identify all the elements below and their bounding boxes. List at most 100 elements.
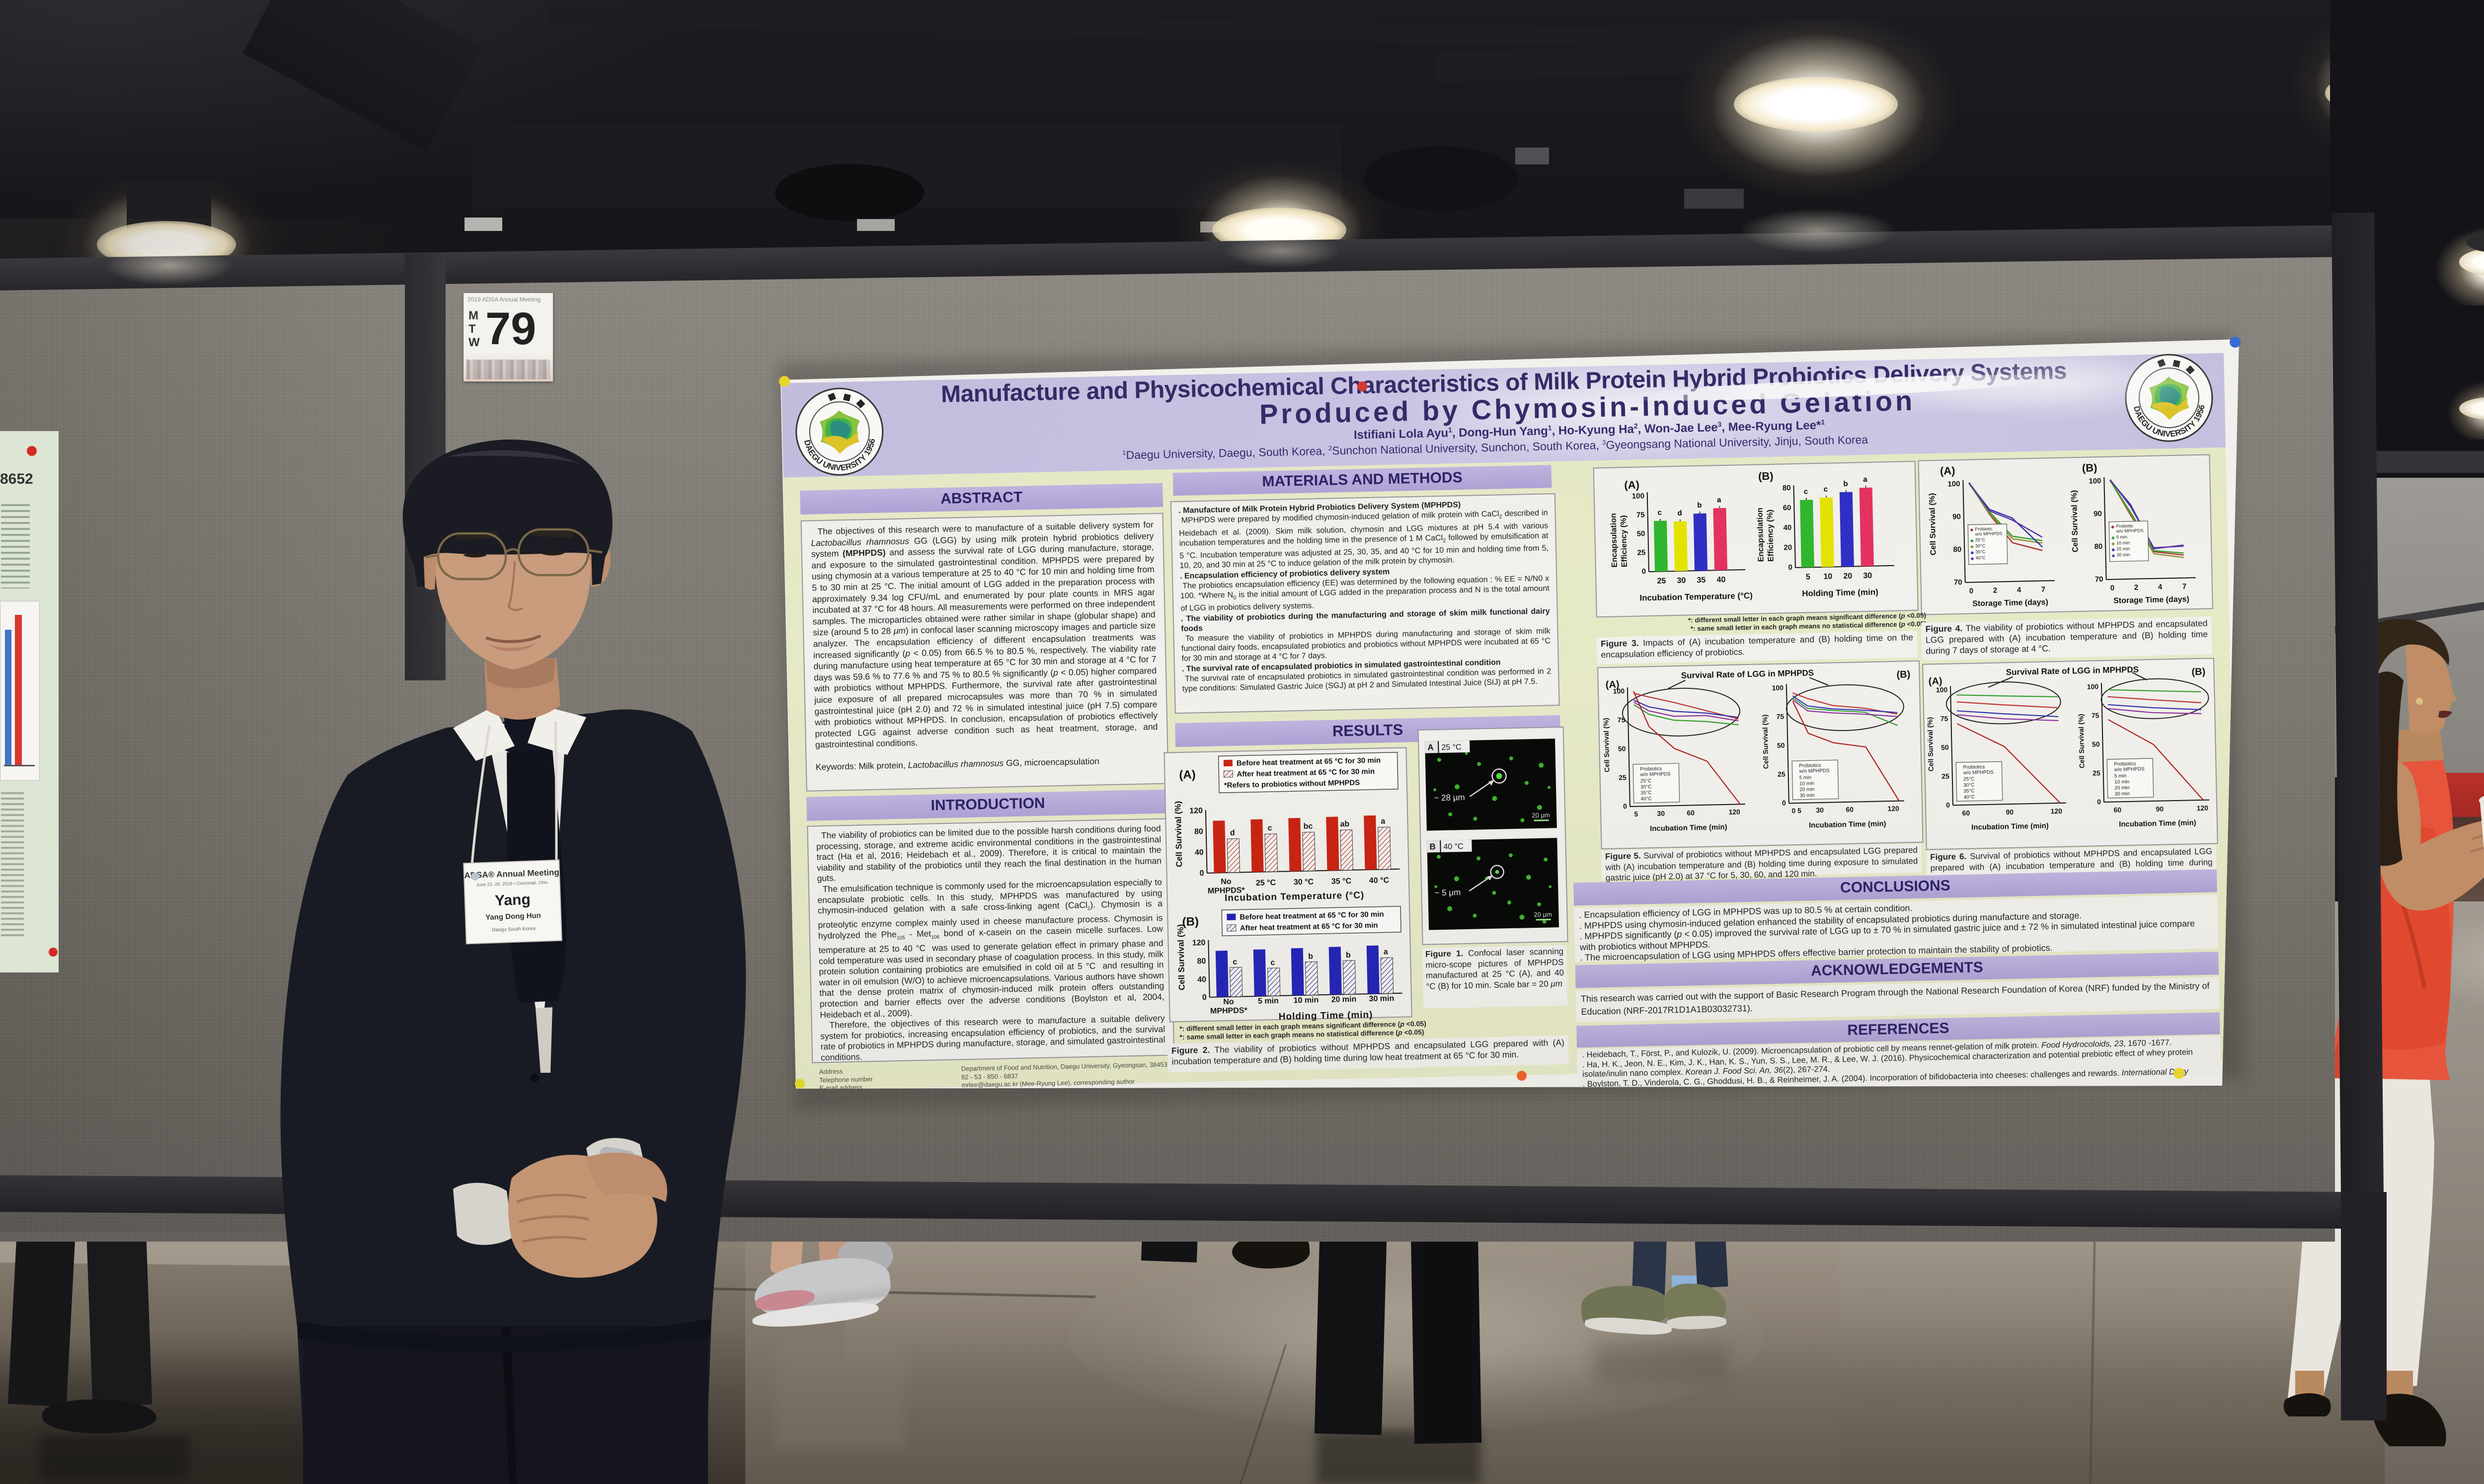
svg-text:◆: ◆ [2111,547,2115,552]
svg-text:(B): (B) [1182,915,1199,929]
svg-text:Cell Survival (%): Cell Survival (%) [1173,801,1184,868]
svg-text:20 μm: 20 μm [1532,811,1550,819]
svg-text:Incubation Time (min): Incubation Time (min) [1971,821,2049,831]
svg-text:0: 0 [1199,869,1204,878]
svg-text:No: No [1221,878,1232,886]
svg-text:25: 25 [2093,769,2100,777]
svg-text:30: 30 [1863,572,1872,580]
svg-text:MPHPDS*: MPHPDS* [1210,1006,1248,1016]
svg-text:Probiotics: Probiotics [2114,761,2136,767]
svg-text:4: 4 [2158,583,2163,591]
svg-text:10 min: 10 min [1293,996,1319,1005]
svg-text:30 min: 30 min [1799,793,1814,799]
svg-text:Storage Time (days): Storage Time (days) [1972,598,2048,608]
svg-text:90: 90 [2156,805,2164,813]
svg-text:25: 25 [1778,770,1785,778]
svg-text:40: 40 [1195,848,1204,857]
svg-text:Encapsulation: Encapsulation [1610,513,1619,568]
svg-text:0 5: 0 5 [1791,807,1801,815]
svg-text:Efficiency (%): Efficiency (%) [1620,515,1629,567]
svg-text:w/o MPHPDS: w/o MPHPDS [2115,528,2143,533]
svg-text:Incubation Time (min): Incubation Time (min) [1650,823,1727,833]
svg-text:(A): (A) [1179,768,1196,782]
svg-text:◆: ◆ [2111,524,2114,529]
svg-text:c: c [1233,958,1237,966]
svg-text:Yang Dong Hun: Yang Dong Hun [485,911,541,922]
svg-text:75: 75 [1776,712,1784,720]
svg-text:7: 7 [2041,585,2046,594]
svg-text:60: 60 [1962,809,1970,817]
svg-text:20 min: 20 min [1799,787,1814,793]
svg-text:(A): (A) [1929,676,1942,687]
svg-text:a: a [1863,475,1867,484]
svg-text:Incubation Time (min): Incubation Time (min) [1809,819,1886,829]
svg-text:20 min: 20 min [2114,785,2129,791]
svg-text:◆: ◆ [2111,553,2115,558]
svg-text:w/o MPHPDS: w/o MPHPDS [1974,531,2002,536]
svg-text:80: 80 [1194,827,1203,836]
svg-text:◆: ◆ [1970,527,1973,532]
svg-text:Probiotic: Probiotic [1975,526,1993,532]
svg-text:Before heat treatment at 65 °C: Before heat treatment at 65 °C for 30 mi… [1237,756,1381,768]
svg-text:90: 90 [1952,513,1961,521]
svg-text:20: 20 [1784,543,1792,552]
svg-text:100: 100 [2089,477,2101,486]
svg-text:7: 7 [2182,582,2187,591]
svg-text:w/o MPHPDS: w/o MPHPDS [1963,770,1994,776]
svg-text:5 min: 5 min [2114,773,2127,779]
svg-text:50: 50 [2092,740,2100,748]
svg-text:Cell Survival (%): Cell Survival (%) [1602,718,1611,772]
svg-text:5 min: 5 min [1258,997,1279,1006]
svg-text:Probiotics: Probiotics [1799,763,1821,769]
svg-text:◆: ◆ [2111,541,2115,546]
svg-text:Probiotic: Probiotic [2116,523,2134,529]
svg-text:60: 60 [2113,806,2121,814]
svg-text:Encapsulation: Encapsulation [1756,508,1765,562]
svg-text:25°C: 25°C [1975,537,1986,542]
svg-text:Holding Time (min): Holding Time (min) [1802,587,1878,598]
svg-text:Incubation Time (min): Incubation Time (min) [2119,818,2196,828]
svg-text:75: 75 [1618,716,1626,724]
svg-text:100: 100 [1947,480,1960,489]
svg-text:(B): (B) [1758,470,1774,483]
svg-text:40 °C: 40 °C [1369,876,1390,885]
svg-text:30°C: 30°C [1975,543,1986,548]
svg-text:70: 70 [2095,575,2103,584]
svg-text:Probiotics: Probiotics [1963,764,1985,770]
svg-text:50: 50 [1777,741,1785,749]
svg-text:d: d [1230,829,1235,837]
svg-text:c: c [1657,509,1662,517]
svg-text:Cell Survival (%): Cell Survival (%) [1761,714,1770,769]
svg-text:◆: ◆ [1970,550,1974,555]
svg-text:25: 25 [1637,548,1645,557]
svg-text:100: 100 [1936,686,1948,694]
svg-text:30: 30 [1657,810,1665,817]
svg-text:Incubation Temperature (°C): Incubation Temperature (°C) [1225,890,1365,903]
svg-text:100: 100 [1772,683,1784,691]
svg-text:120: 120 [2050,807,2062,815]
svg-text:40°C: 40°C [1964,794,1975,800]
svg-text:50: 50 [1941,743,1949,751]
svg-text:5 min: 5 min [2116,534,2127,539]
svg-text:80: 80 [1953,545,1961,554]
svg-text:(B): (B) [2082,461,2097,474]
svg-text:10 min: 10 min [2116,540,2130,546]
svg-text:w/o MPHPDS: w/o MPHPDS [1639,771,1671,777]
svg-text:0: 0 [1202,993,1207,1002]
svg-text:35 °C: 35 °C [1331,877,1352,886]
svg-text:b: b [1697,501,1702,510]
svg-text:25 °C: 25 °C [1256,879,1276,888]
svg-text:Probiotics: Probiotics [1640,766,1662,772]
svg-text:30 min: 30 min [1369,994,1394,1003]
svg-text:bc: bc [1303,822,1313,830]
svg-text:75: 75 [1636,511,1645,519]
svg-text:b: b [1346,951,1351,960]
svg-text:0: 0 [2097,798,2101,806]
svg-text:30 °C: 30 °C [1294,878,1314,887]
svg-text:20 min: 20 min [1331,995,1356,1004]
svg-text:0: 0 [1782,799,1786,807]
svg-text:75: 75 [2092,711,2099,719]
svg-text:120: 120 [1192,939,1206,948]
svg-text:B: B [1429,842,1436,851]
svg-text:a: a [1381,817,1385,825]
